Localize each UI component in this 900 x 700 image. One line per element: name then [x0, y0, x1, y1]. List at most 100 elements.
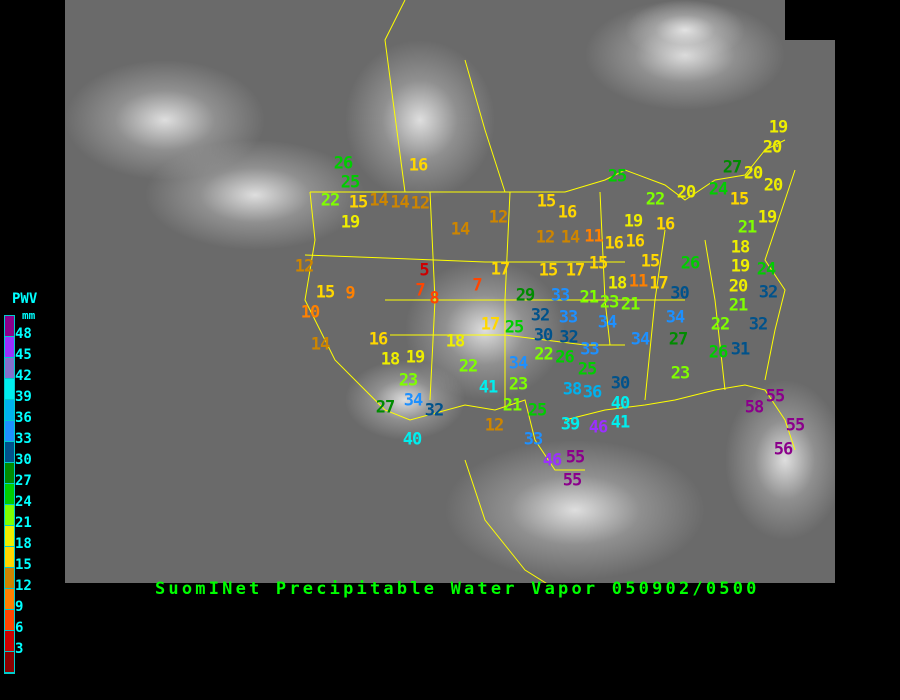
- legend-label: 27: [15, 473, 32, 489]
- legend-swatch: [5, 652, 14, 673]
- station-pwv-value: 38: [562, 379, 583, 400]
- station-pwv-value: 14: [390, 192, 410, 213]
- station-pwv-value: 32: [530, 305, 551, 326]
- station-pwv-value: 14: [560, 227, 581, 248]
- station-pwv-value: 12: [535, 227, 556, 248]
- legend-swatch: [5, 379, 14, 400]
- legend-swatch: [5, 442, 14, 463]
- station-pwv-value: 25: [607, 166, 628, 187]
- station-pwv-value: 19: [768, 117, 789, 138]
- station-pwv-value: 8: [429, 288, 439, 309]
- legend-label: 6: [15, 620, 24, 636]
- legend-label: 48: [15, 326, 32, 342]
- station-pwv-value: 19: [730, 256, 751, 277]
- station-pwv-value: 31: [730, 339, 751, 360]
- station-pwv-value: 15: [588, 253, 609, 273]
- station-pwv-value: 23: [508, 374, 529, 395]
- station-pwv-value: 15: [348, 192, 369, 213]
- station-pwv-value: 14: [310, 334, 331, 355]
- station-pwv-value: 15: [729, 189, 750, 210]
- legend-swatch: [5, 568, 14, 589]
- station-pwv-value: 17: [649, 273, 669, 294]
- station-pwv-value: 9: [345, 283, 355, 304]
- station-pwv-value: 16: [655, 214, 676, 235]
- legend-label: 33: [15, 431, 32, 447]
- station-pwv-value: 17: [565, 260, 586, 281]
- station-pwv-value: 14: [450, 219, 471, 240]
- station-pwv-value: 20: [728, 276, 749, 297]
- station-pwv-value: 55: [565, 447, 586, 468]
- station-pwv-value: 10: [300, 302, 321, 323]
- station-pwv-value: 22: [534, 344, 554, 365]
- station-pwv-value: 34: [665, 307, 686, 328]
- station-pwv-value: 55: [765, 386, 786, 407]
- station-pwv-value: 32: [748, 314, 769, 335]
- station-pwv-value: 30: [610, 373, 631, 394]
- station-pwv-value: 25: [504, 317, 525, 338]
- station-pwv-value: 18: [445, 331, 466, 352]
- station-pwv-value: 25: [527, 400, 548, 421]
- political-borders: [304, 0, 796, 583]
- station-pwv-value: 56: [773, 439, 794, 460]
- station-pwv-value: 16: [625, 231, 646, 252]
- legend-label: 9: [15, 599, 24, 615]
- station-pwv-value: 33: [550, 285, 571, 306]
- legend-swatch: [5, 463, 14, 484]
- legend-label: 36: [15, 410, 32, 426]
- station-pwv-value: 16: [557, 202, 578, 223]
- station-pwv-value: 15: [315, 282, 336, 303]
- station-pwv-value: 39: [560, 414, 581, 435]
- station-pwv-value: 14: [369, 190, 389, 211]
- legend-unit: mm: [22, 309, 36, 322]
- station-pwv-value: 12: [484, 415, 505, 436]
- station-pwv-value: 16: [408, 155, 429, 176]
- station-pwv-value: 19: [757, 207, 778, 228]
- station-pwv-value: 30: [533, 325, 554, 346]
- satellite-map: [65, 0, 835, 583]
- station-pwv-value: 19: [340, 212, 361, 233]
- station-pwv-value: 7: [415, 280, 425, 301]
- station-pwv-value: 21: [620, 294, 641, 315]
- legend-swatch: [5, 337, 14, 358]
- station-pwv-value: 19: [623, 211, 644, 232]
- station-pwv-value: 20: [743, 163, 764, 184]
- station-pwv-value: 22: [710, 314, 731, 335]
- legend-title: PWV: [12, 291, 38, 307]
- legend-swatch: [5, 421, 14, 442]
- station-pwv-value: 24: [708, 179, 729, 200]
- station-pwv-value: 26: [708, 342, 729, 363]
- legend-swatch: [5, 631, 14, 652]
- station-pwv-value: 11: [584, 226, 604, 247]
- station-pwv-value: 46: [542, 450, 563, 471]
- map-title: SuomINet Precipitable Water Vapor 050902…: [155, 579, 760, 599]
- station-pwv-value: 26: [333, 153, 354, 174]
- station-pwv-value: 32: [758, 282, 779, 303]
- station-pwv-value: 18: [607, 273, 628, 293]
- legend-label: 45: [15, 347, 32, 363]
- legend-swatch: [5, 526, 14, 547]
- station-pwv-value: 5: [419, 260, 429, 281]
- station-pwv-value: 25: [340, 172, 361, 193]
- station-pwv-value: 21: [579, 287, 600, 308]
- station-pwv-value: 34: [508, 353, 529, 374]
- station-pwv-value: 17: [480, 314, 501, 335]
- station-pwv-value: 27: [375, 397, 396, 418]
- station-pwv-value: 16: [368, 329, 389, 349]
- station-pwv-value: 33: [558, 307, 579, 328]
- station-pwv-value: 32: [559, 327, 579, 348]
- legend-label: 12: [15, 578, 32, 594]
- station-pwv-value: 40: [610, 393, 631, 414]
- legend-label: 39: [15, 389, 32, 405]
- legend-label: 18: [15, 536, 32, 552]
- station-pwv-value: 32: [424, 400, 445, 421]
- station-pwv-value: 36: [582, 382, 603, 403]
- legend-label: 30: [15, 452, 32, 468]
- station-pwv-value: 12: [294, 256, 315, 277]
- station-pwv-value: 55: [785, 415, 806, 436]
- legend-swatch: [5, 484, 14, 505]
- station-pwv-value: 15: [538, 260, 559, 281]
- station-pwv-value: 30: [670, 283, 690, 304]
- station-pwv-value: 34: [630, 329, 651, 350]
- station-pwv-value: 20: [763, 175, 784, 196]
- station-pwv-value: 22: [645, 189, 666, 210]
